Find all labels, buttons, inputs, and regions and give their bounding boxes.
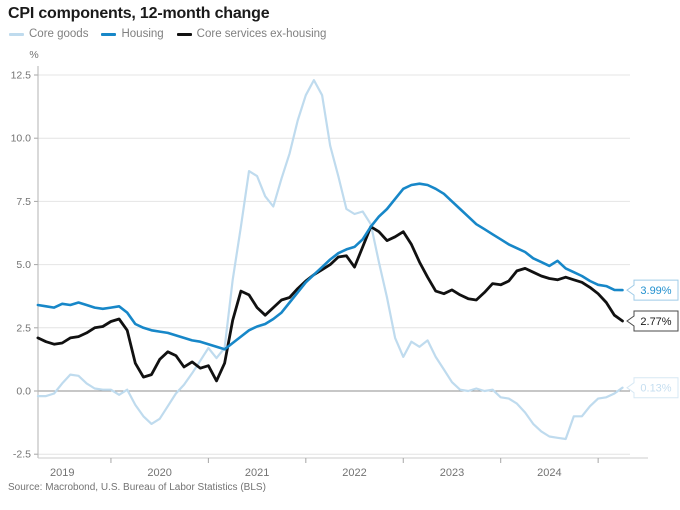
x-tick-label: 2023 [440, 467, 464, 479]
y-tick-label: 12.5 [11, 70, 32, 82]
y-tick-label: 5.0 [16, 259, 31, 271]
legend-label: Core services ex-housing [196, 28, 327, 40]
y-tick-label: 10.0 [11, 133, 32, 145]
legend-label: Housing [121, 28, 164, 40]
end-label-box-housing [626, 279, 679, 301]
y-tick-label: 2.5 [16, 322, 31, 334]
x-tick-label: 2024 [537, 467, 561, 479]
x-tick-label: 2019 [50, 467, 74, 479]
series-line-housing [36, 182, 624, 351]
series-line-core-goods [36, 78, 624, 441]
y-tick-label: 0.0 [16, 386, 31, 398]
end-label-box-core-goods [626, 377, 679, 399]
legend-swatch [9, 32, 24, 36]
y-tick-label: -2.5 [13, 449, 31, 461]
y-tick-label: 7.5 [16, 196, 31, 208]
legend-swatch [101, 32, 117, 36]
page-title: CPI components, 12-month change [8, 5, 270, 22]
x-tick-label: 2020 [147, 467, 171, 479]
legend: Core goods Housing Core services ex-housin… [9, 28, 326, 40]
legend-item-housing: Housing [101, 28, 164, 40]
legend-item-core-services-ex-housing: Core services ex-housing [176, 28, 327, 40]
y-axis-unit-label: % [29, 49, 38, 61]
end-label-value: 0.13% [640, 383, 671, 395]
source-note: Source: Macrobond, U.S. Bureau of Labor … [8, 482, 266, 493]
series-line-core-services-ex-housing [36, 225, 624, 383]
end-label-box-core-services-ex-housing [626, 310, 679, 332]
legend-label: Core goods [29, 28, 89, 40]
end-label-value: 3.99% [640, 285, 671, 297]
x-tick-label: 2021 [245, 467, 269, 479]
legend-item-core-goods: Core goods [9, 28, 88, 40]
end-label-value: 2.77% [640, 316, 671, 328]
legend-swatch [176, 32, 192, 36]
x-tick-label: 2022 [342, 467, 366, 479]
